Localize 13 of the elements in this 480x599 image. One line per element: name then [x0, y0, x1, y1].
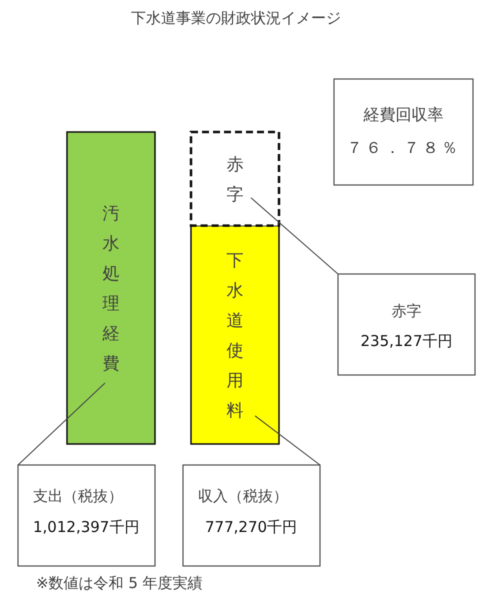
x-tick-label: 収入（税抜）	[198, 487, 288, 505]
text: 経費回収率	[362, 105, 444, 124]
series-label: 赤字	[226, 154, 244, 205]
text: 235,127千円	[360, 332, 453, 350]
x-tick-label: 支出（税抜）	[33, 487, 123, 505]
series-label: 汚水処理経費	[102, 204, 120, 374]
series-label: 下水道使用料	[226, 250, 244, 421]
text: ７６．７８％	[346, 138, 460, 157]
text: 赤字	[392, 302, 422, 320]
text: 777,270千円	[205, 518, 298, 536]
chart-title: 下水道事業の財政状況イメージ	[131, 9, 341, 27]
text: ※数値は令和 5 年度実績	[36, 574, 203, 592]
text: 1,012,397千円	[33, 518, 140, 536]
